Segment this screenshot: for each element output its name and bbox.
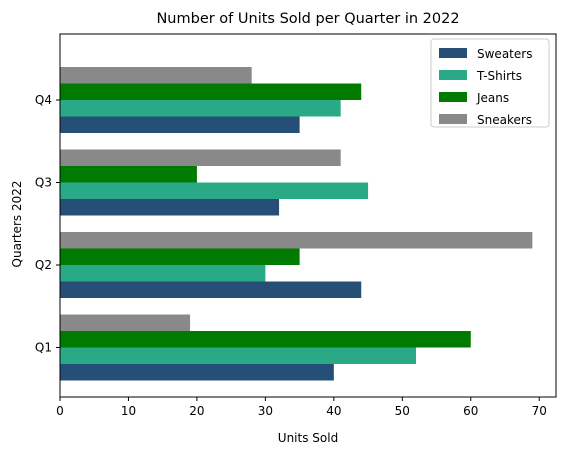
bar-jeans-q1 xyxy=(60,331,471,348)
bar-sneakers-q4 xyxy=(60,67,252,84)
bar-t-shirts-q3 xyxy=(60,182,369,199)
bar-t-shirts-q1 xyxy=(60,347,416,364)
legend-label-sneakers: Sneakers xyxy=(477,113,532,127)
bar-jeans-q2 xyxy=(60,248,300,265)
y-tick-label: Q2 xyxy=(35,258,52,272)
y-tick-label: Q1 xyxy=(35,341,52,355)
axes-layer: 0 10 20 30 40 50 60 70 Q1 Q2 Q3 Q4 xyxy=(35,33,557,418)
bar-sneakers-q3 xyxy=(60,149,341,166)
bar-sweaters-q3 xyxy=(60,199,280,216)
y-tick-label: Q3 xyxy=(35,176,52,190)
legend-label-t-shirts: T-Shirts xyxy=(476,69,522,83)
y-tick-label: Q4 xyxy=(35,93,52,107)
bar-t-shirts-q2 xyxy=(60,265,266,282)
legend-label-jeans: Jeans xyxy=(476,91,509,105)
bar-sweaters-q4 xyxy=(60,116,300,133)
bars-layer xyxy=(60,67,533,381)
x-tick-label: 20 xyxy=(189,404,204,418)
legend-label-sweaters: Sweaters xyxy=(477,47,532,61)
x-tick-label: 50 xyxy=(395,404,410,418)
legend-swatch-t-shirts xyxy=(439,70,467,80)
x-tick-label: 40 xyxy=(326,404,341,418)
x-tick-label: 60 xyxy=(463,404,478,418)
bar-sneakers-q1 xyxy=(60,314,191,331)
x-axis-label: Units Sold xyxy=(278,431,338,445)
legend-swatch-sneakers xyxy=(439,114,467,124)
y-axis-label: Quarters 2022 xyxy=(10,181,24,268)
chart-title: Number of Units Sold per Quarter in 2022 xyxy=(156,11,459,27)
legend-swatch-jeans xyxy=(439,92,467,102)
bar-sweaters-q2 xyxy=(60,281,362,298)
legend: Sweaters T-Shirts Jeans Sneakers xyxy=(430,38,550,128)
legend-swatch-sweaters xyxy=(439,48,467,58)
x-tick-label: 30 xyxy=(258,404,273,418)
plot-frame xyxy=(59,33,557,398)
bar-sneakers-q2 xyxy=(60,232,533,249)
bar-t-shirts-q4 xyxy=(60,100,341,117)
bar-jeans-q4 xyxy=(60,83,362,100)
bar-sweaters-q1 xyxy=(60,364,334,381)
x-tick-label: 10 xyxy=(121,404,136,418)
bar-jeans-q3 xyxy=(60,166,197,183)
x-tick-label: 70 xyxy=(532,404,547,418)
legend-box xyxy=(430,38,550,128)
x-tick-label: 0 xyxy=(56,404,64,418)
